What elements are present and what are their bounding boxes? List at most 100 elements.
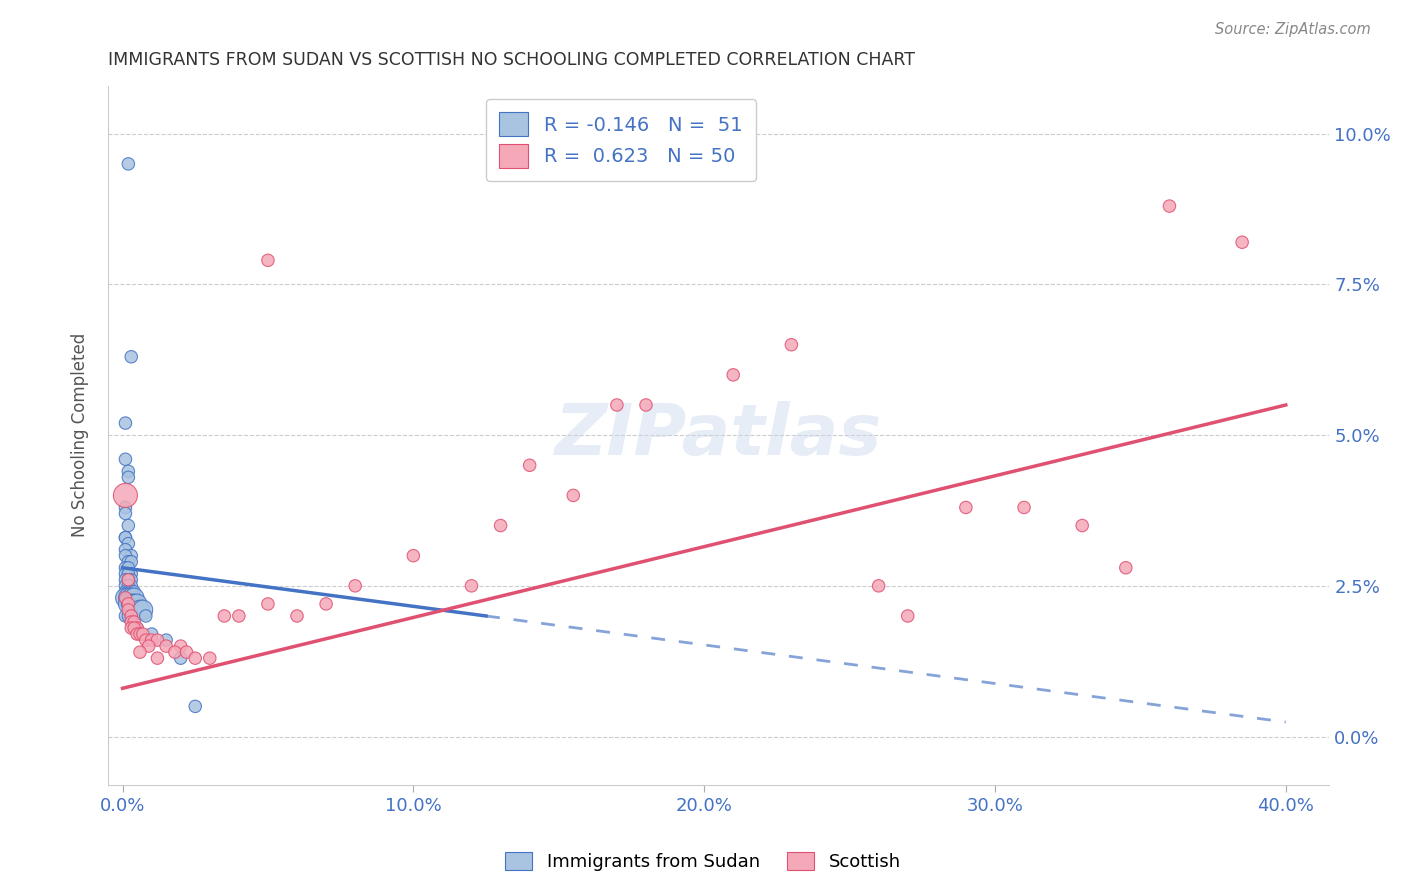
- Point: [120, 621, 142, 635]
- Point: [897, 609, 920, 624]
- Y-axis label: No Schooling Completed: No Schooling Completed: [72, 333, 89, 537]
- Point: [1071, 518, 1094, 533]
- Point: [146, 633, 169, 648]
- Point: [1012, 500, 1035, 515]
- Point: [117, 579, 139, 593]
- Point: [155, 633, 177, 648]
- Point: [117, 470, 139, 484]
- Point: [402, 549, 425, 563]
- Point: [114, 507, 136, 521]
- Point: [114, 549, 136, 563]
- Point: [117, 566, 139, 581]
- Point: [117, 573, 139, 587]
- Point: [132, 627, 155, 641]
- Point: [176, 645, 198, 659]
- Legend: Immigrants from Sudan, Scottish: Immigrants from Sudan, Scottish: [498, 845, 908, 879]
- Point: [184, 651, 207, 665]
- Point: [120, 549, 142, 563]
- Point: [1115, 560, 1137, 574]
- Point: [129, 603, 152, 617]
- Point: [344, 579, 367, 593]
- Point: [184, 699, 207, 714]
- Point: [120, 597, 142, 611]
- Point: [117, 585, 139, 599]
- Point: [120, 555, 142, 569]
- Point: [117, 609, 139, 624]
- Point: [257, 597, 280, 611]
- Point: [125, 627, 148, 641]
- Point: [114, 531, 136, 545]
- Point: [129, 627, 152, 641]
- Point: [114, 579, 136, 593]
- Point: [117, 591, 139, 605]
- Point: [117, 603, 139, 617]
- Point: [117, 536, 139, 550]
- Point: [120, 609, 142, 624]
- Point: [125, 621, 148, 635]
- Point: [132, 603, 155, 617]
- Point: [117, 157, 139, 171]
- Point: [519, 458, 541, 473]
- Point: [114, 609, 136, 624]
- Point: [117, 573, 139, 587]
- Point: [117, 555, 139, 569]
- Point: [460, 579, 482, 593]
- Point: [122, 585, 145, 599]
- Point: [122, 621, 145, 635]
- Point: [163, 645, 186, 659]
- Point: [606, 398, 628, 412]
- Point: [114, 416, 136, 430]
- Point: [114, 591, 136, 605]
- Point: [114, 531, 136, 545]
- Point: [285, 609, 308, 624]
- Point: [120, 609, 142, 624]
- Point: [114, 566, 136, 581]
- Point: [634, 398, 657, 412]
- Point: [562, 488, 585, 502]
- Point: [114, 591, 136, 605]
- Point: [170, 651, 193, 665]
- Point: [125, 621, 148, 635]
- Point: [120, 585, 142, 599]
- Point: [955, 500, 977, 515]
- Point: [117, 464, 139, 478]
- Point: [198, 651, 221, 665]
- Point: [122, 591, 145, 605]
- Point: [780, 337, 803, 351]
- Point: [1230, 235, 1253, 250]
- Point: [120, 579, 142, 593]
- Point: [114, 585, 136, 599]
- Point: [138, 639, 160, 653]
- Point: [120, 566, 142, 581]
- Point: [117, 597, 139, 611]
- Point: [120, 573, 142, 587]
- Point: [114, 573, 136, 587]
- Point: [114, 452, 136, 467]
- Point: [214, 609, 236, 624]
- Point: [122, 615, 145, 629]
- Point: [135, 609, 157, 624]
- Point: [257, 253, 280, 268]
- Point: [135, 633, 157, 648]
- Point: [141, 627, 163, 641]
- Point: [228, 609, 250, 624]
- Point: [120, 615, 142, 629]
- Point: [122, 597, 145, 611]
- Text: ZIPatlas: ZIPatlas: [555, 401, 883, 469]
- Point: [125, 597, 148, 611]
- Point: [868, 579, 890, 593]
- Point: [114, 500, 136, 515]
- Point: [155, 639, 177, 653]
- Text: Source: ZipAtlas.com: Source: ZipAtlas.com: [1215, 22, 1371, 37]
- Point: [170, 639, 193, 653]
- Point: [117, 518, 139, 533]
- Point: [141, 633, 163, 648]
- Point: [117, 560, 139, 574]
- Point: [114, 488, 136, 502]
- Point: [120, 591, 142, 605]
- Point: [114, 560, 136, 574]
- Point: [117, 597, 139, 611]
- Point: [114, 542, 136, 557]
- Point: [146, 651, 169, 665]
- Point: [1159, 199, 1181, 213]
